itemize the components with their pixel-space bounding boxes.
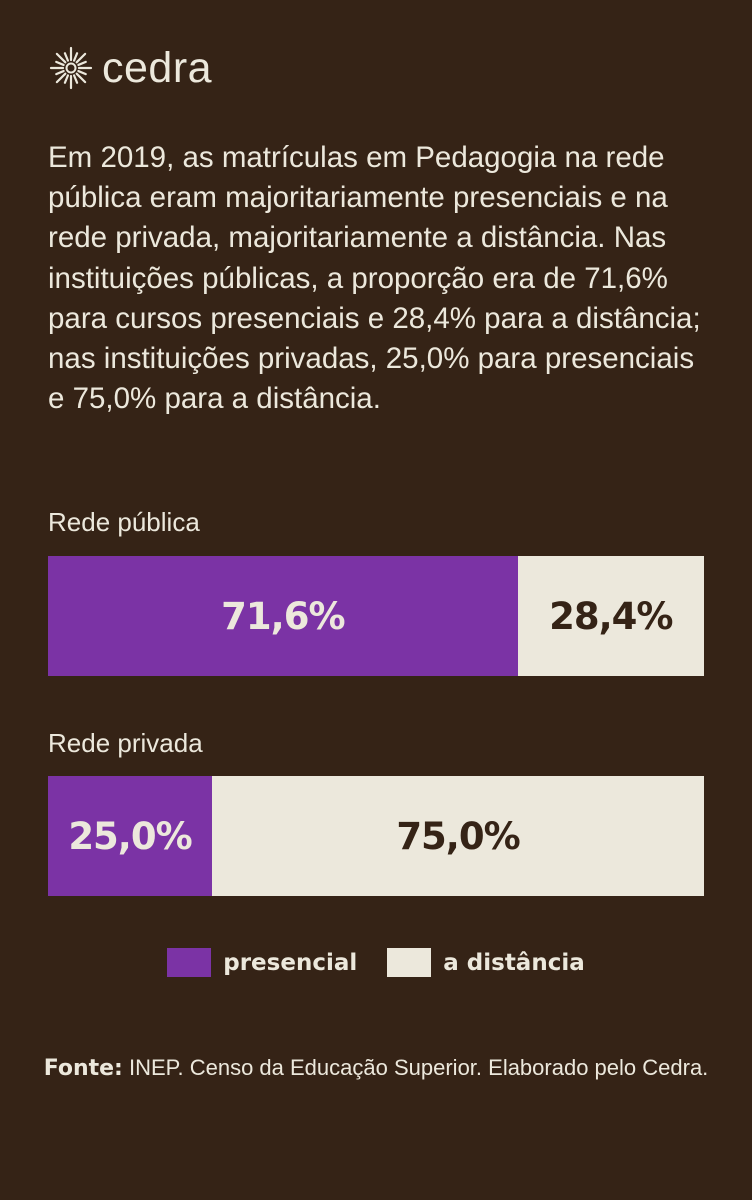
data-label-privada-presencial: 25,0% [68,814,192,858]
logo-ray [75,52,87,64]
logo-ray [55,52,67,64]
bar-rede-privada: 25,0% 75,0% [48,776,704,896]
source-text: INEP. Censo da Educação Superior. Elabor… [128,1055,709,1080]
category-label-rede-publica: Rede pública [48,507,200,537]
bar-segment-publica-distancia: 28,4% [517,556,704,676]
logo-ray [77,60,87,67]
bar-segment-publica-presencial: 71,6% [48,556,518,676]
data-label-privada-distancia: 75,0% [396,814,520,858]
legend-label-distancia: a distância [443,949,585,976]
legend-swatch-distancia [387,948,432,977]
intro-text: Em 2019, as matrículas em Pedagogia na r… [48,141,701,416]
bar-rede-publica: 71,6% 28,4% [48,556,704,676]
logo-ray [55,69,65,76]
legend-item-presencial: presencial [167,948,357,977]
legend: presencial a distância [0,948,752,977]
logo-ray [63,52,70,62]
category-label-rede-privada: Rede privada [48,728,203,758]
logo-ray [63,74,70,84]
brand-logo: cedra [48,44,212,92]
sunburst-icon [49,46,93,90]
bar-segment-privada-distancia: 75,0% [212,776,704,896]
legend-swatch-presencial [167,948,212,977]
source-label: Fonte: [43,1056,123,1081]
logo-ray [55,60,65,67]
data-label-publica-presencial: 71,6% [221,594,345,638]
data-label-publica-distancia: 28,4% [549,594,673,638]
bar-segment-privada-presencial: 25,0% [48,776,212,896]
brand-name: cedra [102,44,213,92]
logo-ray [75,72,87,84]
legend-label-presencial: presencial [223,949,358,976]
logo-ray [72,52,79,62]
source-note: Fonte: INEP. Censo da Educação Superior.… [40,1053,712,1083]
logo-ray [72,74,79,84]
logo-ray [55,72,67,84]
logo-ray [77,69,87,76]
legend-item-distancia: a distância [387,948,585,977]
